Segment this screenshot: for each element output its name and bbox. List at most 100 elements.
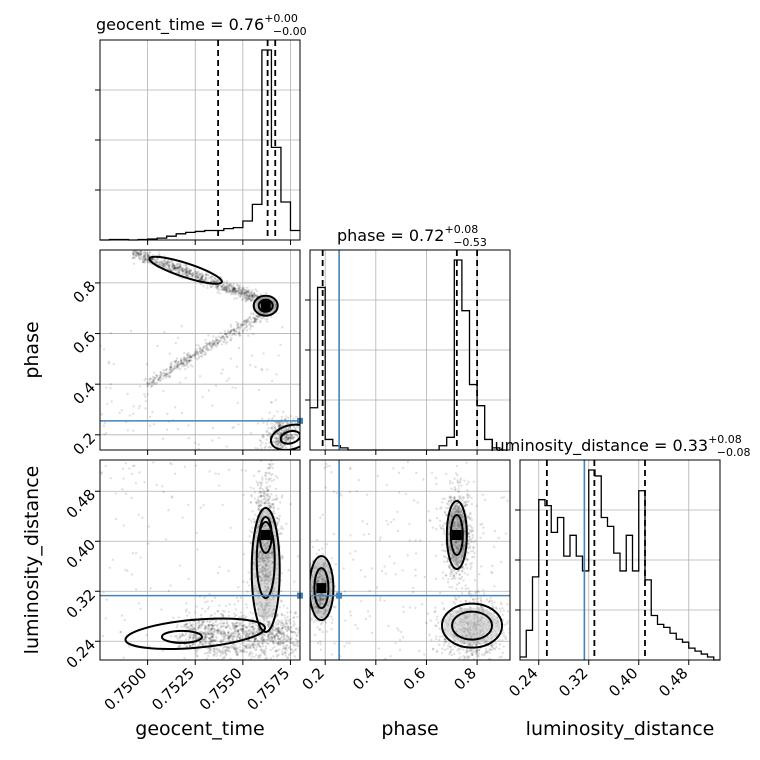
sample-point xyxy=(231,624,235,628)
sample-point xyxy=(251,510,254,513)
sample-point xyxy=(231,635,234,639)
sample-point xyxy=(178,363,182,366)
sample-point xyxy=(265,555,269,558)
sample-point xyxy=(263,618,266,622)
sample-point xyxy=(185,353,189,357)
sample-point xyxy=(271,425,274,428)
sample-point xyxy=(206,607,210,611)
sample-point xyxy=(253,320,257,323)
sample-point xyxy=(240,291,243,295)
sample-point xyxy=(204,338,207,342)
sample-point xyxy=(180,325,183,328)
sample-point xyxy=(162,262,165,265)
sample-point xyxy=(207,629,211,632)
sample-point xyxy=(262,576,265,580)
sample-point xyxy=(203,641,206,644)
sample-point xyxy=(284,435,288,439)
sample-point xyxy=(238,622,241,625)
sample-point xyxy=(218,340,221,343)
sample-point xyxy=(225,634,228,637)
sample-point xyxy=(212,633,215,636)
sample-point xyxy=(260,447,263,450)
sample-point xyxy=(293,648,297,652)
sample-point xyxy=(232,635,236,638)
sample-point xyxy=(256,586,259,589)
sample-point xyxy=(274,435,277,439)
sample-point xyxy=(276,654,279,657)
sample-point xyxy=(290,636,294,639)
sample-point xyxy=(277,641,281,644)
sample-point xyxy=(261,553,264,556)
sample-point xyxy=(219,285,223,288)
sample-point xyxy=(253,641,256,644)
sample-point xyxy=(268,553,271,556)
sample-point xyxy=(198,624,201,627)
sample-point xyxy=(199,661,201,663)
sample-point xyxy=(277,517,280,520)
sample-point xyxy=(179,265,182,268)
sample-point xyxy=(191,627,195,631)
sample-point xyxy=(264,563,267,567)
sample-point xyxy=(182,360,186,363)
sample-point xyxy=(270,503,274,506)
sample-point xyxy=(204,636,207,639)
sample-point xyxy=(139,251,142,254)
sample-point xyxy=(281,626,285,630)
sample-point xyxy=(272,502,275,506)
sample-point xyxy=(269,631,273,635)
sample-point xyxy=(193,633,196,637)
sample-point xyxy=(269,463,272,466)
sample-point xyxy=(193,627,197,631)
sample-point xyxy=(130,496,133,500)
sample-point xyxy=(194,275,198,278)
sample-point xyxy=(210,628,213,631)
sample-point xyxy=(284,436,287,440)
sample-point xyxy=(253,558,256,561)
sample-point xyxy=(168,267,171,270)
sample-point xyxy=(258,600,262,604)
sample-point xyxy=(281,640,285,643)
sample-point xyxy=(257,640,260,643)
sample-point xyxy=(204,637,208,640)
sample-point xyxy=(277,619,280,622)
sample-point xyxy=(234,288,237,291)
sample-point xyxy=(216,285,219,289)
sample-point xyxy=(200,276,204,279)
sample-point xyxy=(467,535,471,539)
sample-point xyxy=(208,640,212,643)
sample-point xyxy=(215,624,219,628)
sample-point xyxy=(239,624,243,627)
sample-point xyxy=(261,541,264,544)
sample-point xyxy=(180,269,183,273)
sample-point xyxy=(287,426,290,429)
sample-point xyxy=(303,645,305,647)
sample-point xyxy=(247,295,251,298)
sample-point xyxy=(281,430,284,433)
sample-point xyxy=(252,561,255,565)
sample-point xyxy=(168,375,171,378)
sample-point xyxy=(261,556,264,559)
sample-point xyxy=(282,429,285,432)
sample-point xyxy=(191,643,194,646)
sample-point xyxy=(261,316,264,319)
sample-point xyxy=(232,288,235,291)
sample-point xyxy=(260,615,263,618)
sample-point xyxy=(173,364,176,367)
sample-point xyxy=(273,645,276,649)
sample-point xyxy=(144,257,147,261)
sample-point xyxy=(196,276,199,279)
sample-point xyxy=(265,438,268,441)
sample-point xyxy=(213,628,216,631)
sample-point xyxy=(190,355,193,358)
sample-point xyxy=(304,647,306,649)
sample-point xyxy=(253,521,256,524)
sample-point xyxy=(247,642,251,646)
sample-point xyxy=(199,278,202,282)
sample-point xyxy=(135,250,139,254)
sample-point xyxy=(247,297,250,300)
sample-point xyxy=(267,579,270,583)
sample-point xyxy=(189,272,192,276)
sample-point xyxy=(262,559,266,563)
sample-point xyxy=(251,632,254,635)
sample-point xyxy=(261,569,265,573)
